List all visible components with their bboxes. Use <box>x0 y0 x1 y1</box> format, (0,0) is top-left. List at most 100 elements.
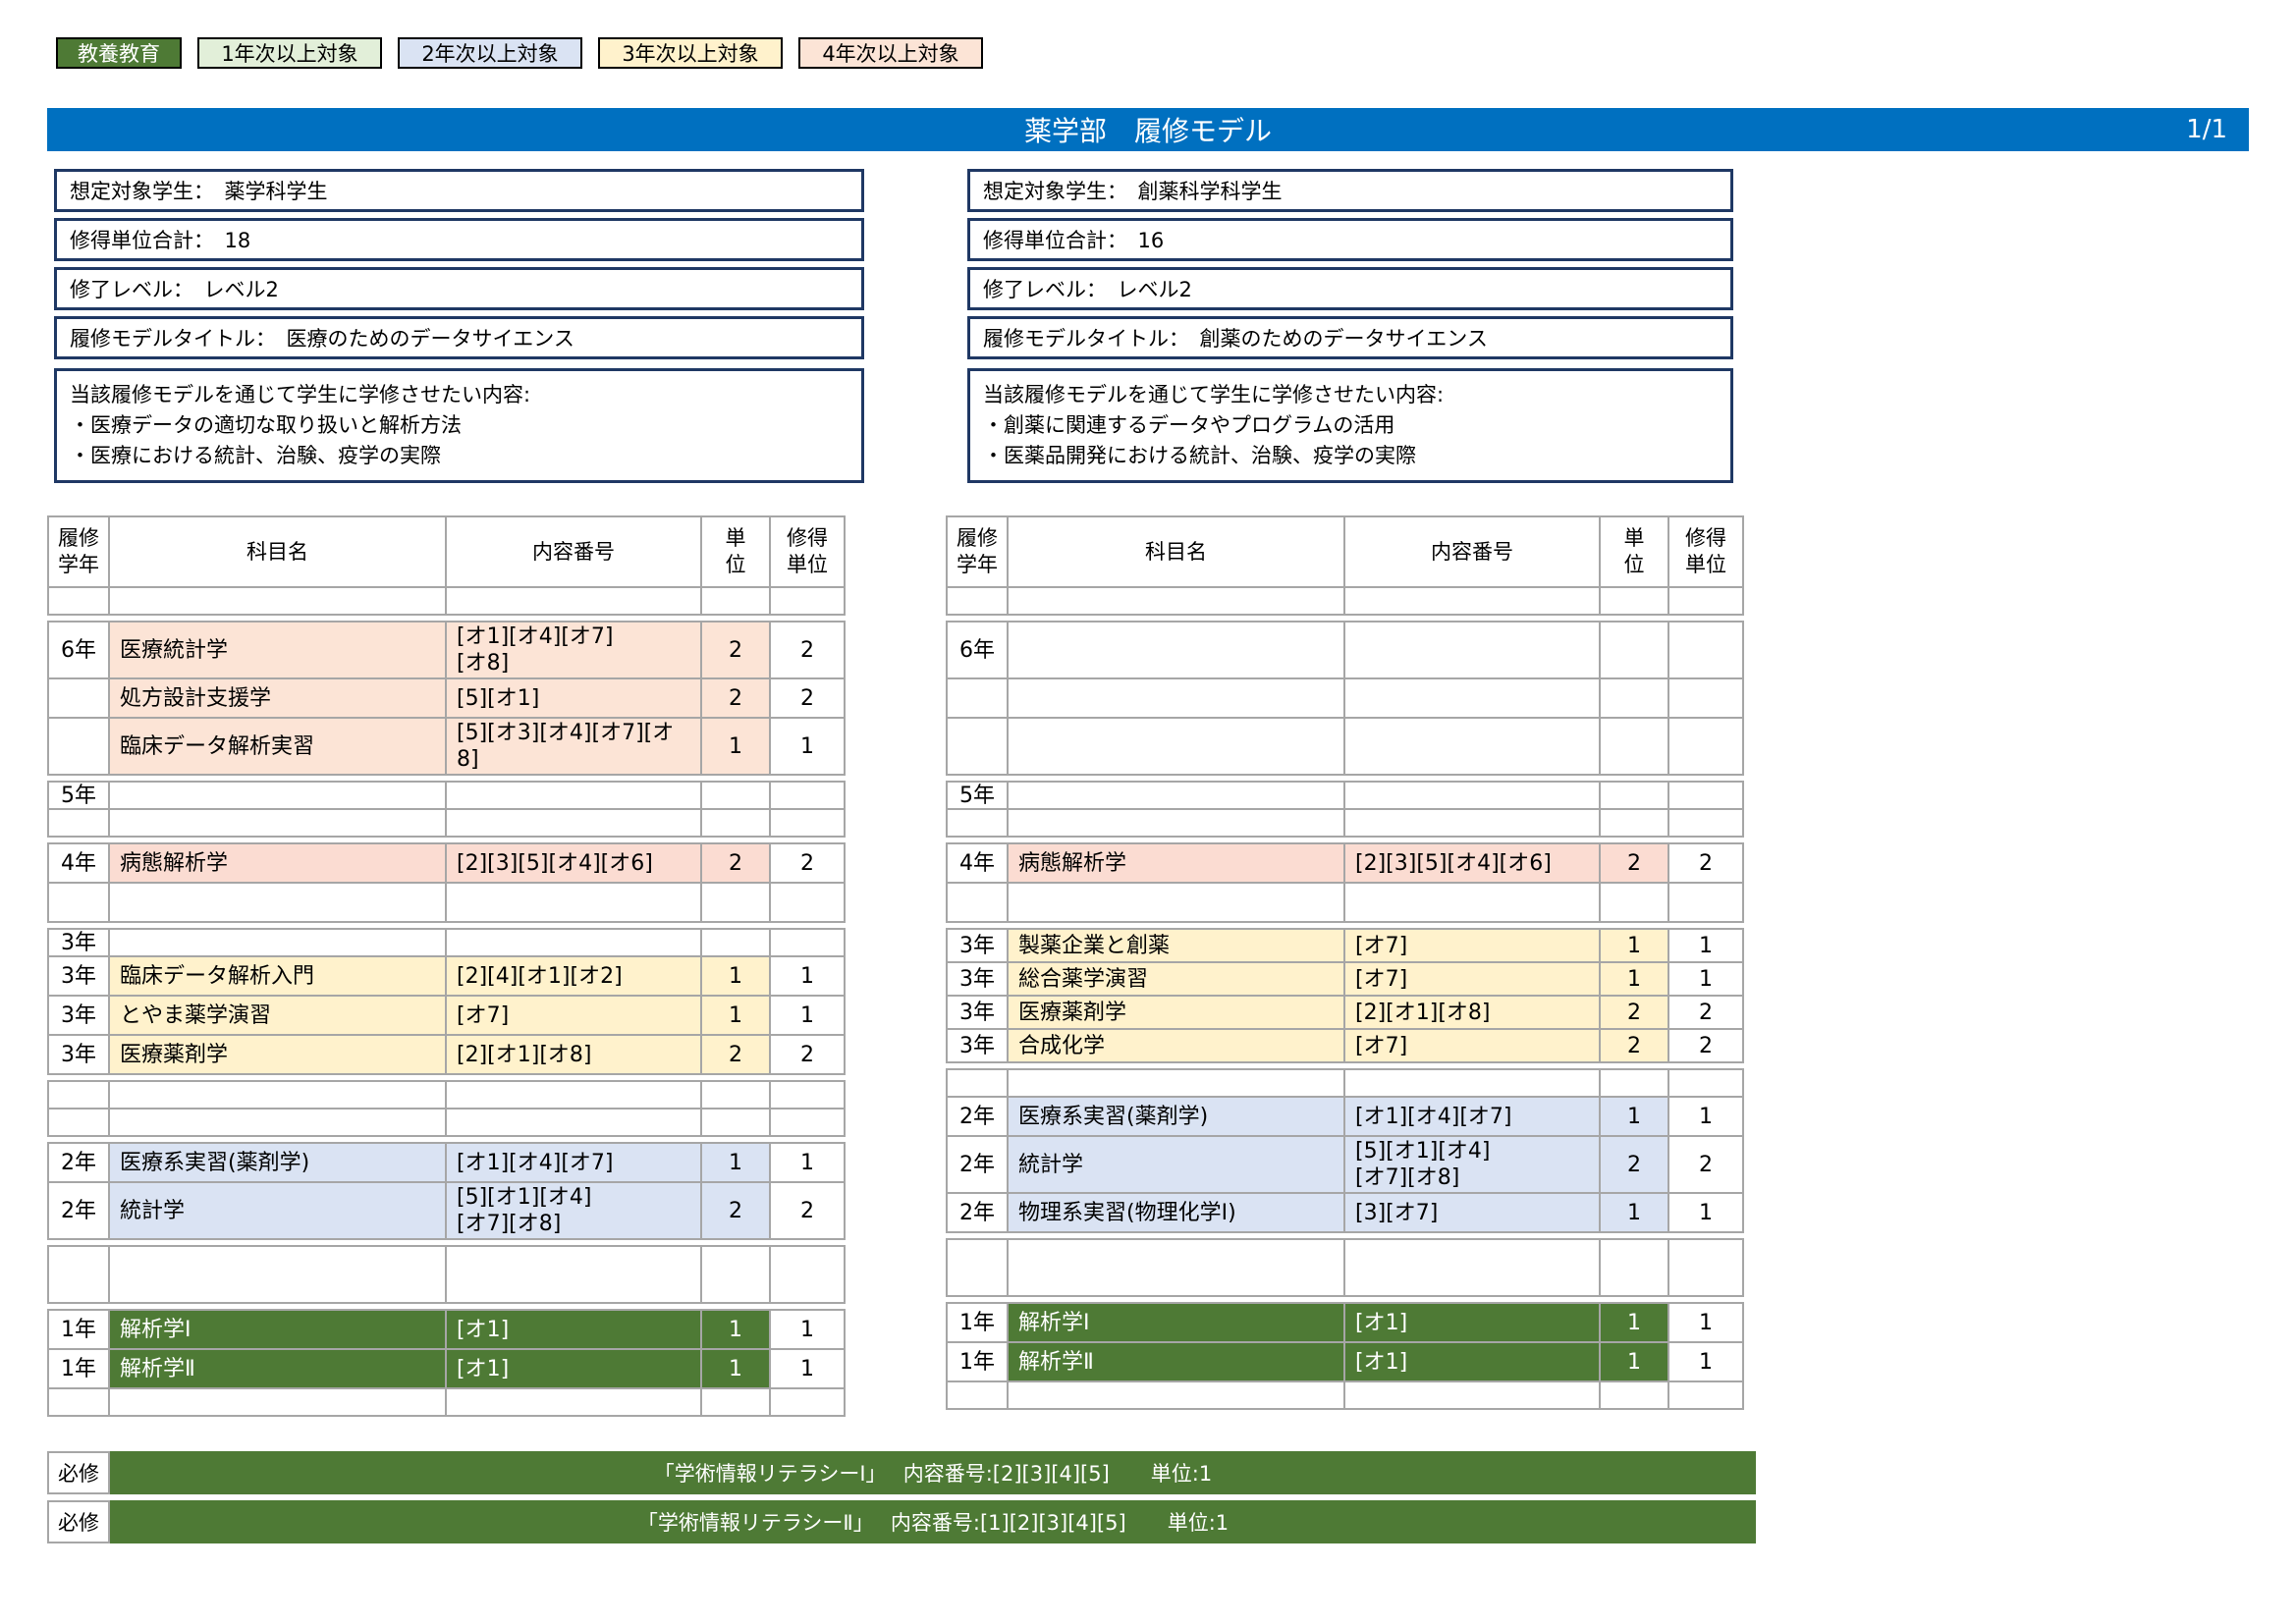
table-row <box>946 677 1744 719</box>
units-cell <box>700 1080 771 1110</box>
units-cell: 2 <box>1599 1135 1669 1194</box>
year-cell: 3年 <box>946 995 1009 1030</box>
content-number-cell <box>1343 1238 1601 1297</box>
earned-units-cell <box>1667 621 1744 679</box>
units-cell: 2 <box>700 677 771 719</box>
column-header: 修得 単位 <box>769 515 846 588</box>
earned-units-cell: 1 <box>769 717 846 776</box>
units-cell: 1 <box>700 1348 771 1389</box>
legend-item: 1年次以上対象 <box>197 37 382 69</box>
earned-units-cell: 2 <box>769 621 846 679</box>
subject-cell <box>1007 882 1345 923</box>
content-number-cell: [オ7] <box>1343 961 1601 997</box>
year-cell: 1年 <box>47 1309 110 1350</box>
units-cell <box>700 1387 771 1417</box>
subject-cell <box>1007 1380 1345 1410</box>
table-row: 2年 医療系実習(薬剤学) [オ1][オ4][オ7] 1 1 <box>946 1096 1744 1137</box>
column-header: 履修 学年 <box>47 515 110 588</box>
content-number-cell <box>445 781 702 810</box>
year-cell <box>47 1108 110 1137</box>
units-cell: 1 <box>700 1142 771 1183</box>
units-cell: 1 <box>700 717 771 776</box>
earned-units-cell <box>1667 781 1744 810</box>
earned-units-cell: 2 <box>769 1181 846 1240</box>
table-row: 3年 臨床データ解析入門 [2][4][オ1][オ2] 1 1 <box>47 955 846 997</box>
table-row: 3年 医療薬剤学 [2][オ1][オ8] 2 2 <box>47 1034 846 1075</box>
content-number-cell: [2][オ1][オ8] <box>1343 995 1601 1030</box>
subject-cell: 解析学Ⅰ <box>108 1309 447 1350</box>
earned-units-cell <box>769 1108 846 1137</box>
year-cell <box>946 1380 1009 1410</box>
subject-cell: 臨床データ解析入門 <box>108 955 447 997</box>
content-number-cell: [5][オ1][オ4] [オ7][オ8] <box>445 1181 702 1240</box>
table-row: 3年 とやま薬学演習 [オ7] 1 1 <box>47 995 846 1036</box>
year-cell: 4年 <box>47 842 110 884</box>
year-cell <box>47 882 110 923</box>
content-number-cell: [オ7] <box>445 995 702 1036</box>
year-cell <box>946 1238 1009 1297</box>
year-cell: 6年 <box>946 621 1009 679</box>
earned-units-cell <box>1667 677 1744 719</box>
earned-units-cell: 1 <box>769 995 846 1036</box>
units-cell: 1 <box>1599 961 1669 997</box>
year-cell: 2年 <box>946 1192 1009 1233</box>
units-cell: 2 <box>700 1034 771 1075</box>
units-cell <box>1599 781 1669 810</box>
subject-cell <box>108 882 447 923</box>
content-number-cell: [オ1] <box>1343 1302 1601 1343</box>
content-number-cell: [2][オ1][オ8] <box>445 1034 702 1075</box>
units-cell: 2 <box>1599 995 1669 1030</box>
table-row <box>47 882 846 923</box>
units-cell: 2 <box>1599 1028 1669 1063</box>
table-row <box>47 1108 846 1137</box>
table-row: 3年 合成化学 [オ7] 2 2 <box>946 1028 1744 1063</box>
table-row <box>946 1238 1744 1297</box>
earned-units-cell: 2 <box>1667 842 1744 884</box>
page-title: 薬学部 履修モデル <box>1023 115 1272 147</box>
subject-cell <box>1007 677 1345 719</box>
panel-drug-discovery: 想定対象学生： 創薬科学科学生 修得単位合計： 16 修了レベル： レベル2 履… <box>967 169 1733 483</box>
subject-cell: 物理系実習(物理化学Ⅰ) <box>1007 1192 1345 1233</box>
total-credits-box: 修得単位合計： 16 <box>967 218 1733 261</box>
year-cell: 1年 <box>946 1302 1009 1343</box>
earned-units-cell: 2 <box>1667 995 1744 1030</box>
earned-units-cell: 2 <box>1667 1028 1744 1063</box>
units-cell <box>700 1245 771 1304</box>
subject-cell <box>108 928 447 957</box>
table-header-row: 履修 学年 科目名 内容番号単 位修得 単位 <box>47 515 846 588</box>
required-course-bar: 「学術情報リテラシーⅡ」 内容番号:[1][2][3][4][5] 単位:1 <box>110 1500 1756 1543</box>
earned-units-cell <box>769 1080 846 1110</box>
table-row: 処方設計支援学 [5][オ1] 2 2 <box>47 677 846 719</box>
column-header: 内容番号 <box>445 515 702 588</box>
subject-cell <box>1007 1068 1345 1098</box>
target-students-box: 想定対象学生： 創薬科学科学生 <box>967 169 1733 212</box>
subject-cell: 病態解析学 <box>1007 842 1345 884</box>
course-table-drug-discovery: 履修 学年 科目名 内容番号単 位修得 単位 6年 5年 4年 病態解析学 [2][3][5]… <box>946 515 1744 1410</box>
content-number-cell: [オ1][オ4][オ7] <box>445 1142 702 1183</box>
units-cell <box>1599 717 1669 776</box>
table-row: 2年 統計学 [5][オ1][オ4] [オ7][オ8] 2 2 <box>946 1135 1744 1194</box>
year-cell <box>946 1068 1009 1098</box>
year-cell: 3年 <box>946 928 1009 963</box>
earned-units-cell <box>769 1245 846 1304</box>
units-cell <box>700 1108 771 1137</box>
column-header: 単 位 <box>700 515 771 588</box>
year-cell: 6年 <box>47 621 110 679</box>
subject-cell: 臨床データ解析実習 <box>108 717 447 776</box>
content-number-cell: [オ1][オ4][オ7] [オ8] <box>445 621 702 679</box>
table-row <box>946 1380 1744 1410</box>
subject-cell: 解析学Ⅱ <box>108 1348 447 1389</box>
content-number-cell <box>445 586 702 616</box>
required-courses: 必修 「学術情報リテラシーⅠ」 内容番号:[2][3][4][5] 単位:1 必… <box>47 1451 1756 1549</box>
subject-cell: 医療薬剤学 <box>108 1034 447 1075</box>
year-cell: 3年 <box>47 995 110 1036</box>
units-cell: 2 <box>700 1181 771 1240</box>
table-row: 2年 統計学 [5][オ1][オ4] [オ7][オ8] 2 2 <box>47 1181 846 1240</box>
column-header: 履修 学年 <box>946 515 1009 588</box>
completion-level-box: 修了レベル： レベル2 <box>54 267 864 310</box>
content-number-cell <box>1343 717 1601 776</box>
subject-cell: 解析学Ⅰ <box>1007 1302 1345 1343</box>
subject-cell <box>108 586 447 616</box>
table-row: 4年 病態解析学 [2][3][5][オ4][オ6] 2 2 <box>946 842 1744 884</box>
content-number-cell: [3][オ7] <box>1343 1192 1601 1233</box>
